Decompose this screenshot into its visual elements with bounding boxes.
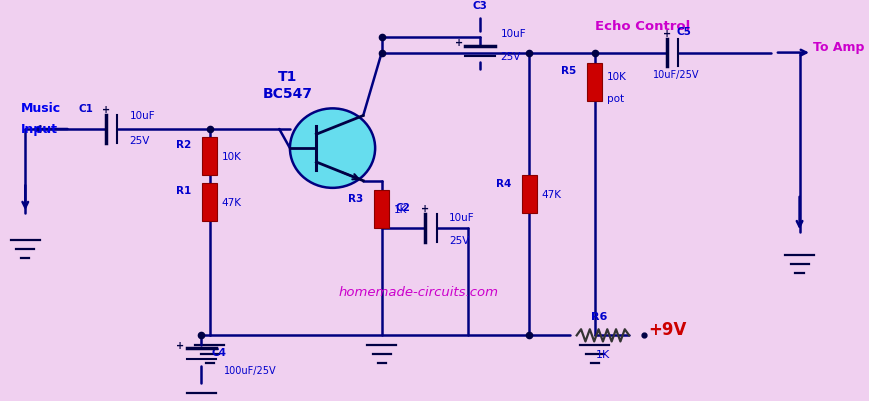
Text: R1: R1 [176, 186, 191, 196]
Text: 1K: 1K [595, 350, 609, 360]
Bar [202, 183, 216, 221]
Text: pot: pot [607, 94, 623, 104]
Text: Input: Input [21, 122, 58, 136]
Text: C5: C5 [676, 27, 691, 37]
Text: C2: C2 [395, 202, 410, 212]
Text: C3: C3 [472, 1, 487, 11]
Text: 10uF: 10uF [448, 212, 474, 222]
Text: R4: R4 [495, 178, 511, 188]
Text: +: + [454, 38, 462, 48]
Text: 10uF: 10uF [129, 111, 155, 121]
Text: 10K: 10K [222, 151, 242, 161]
Text: 25V: 25V [500, 52, 521, 62]
Text: 10uF: 10uF [500, 29, 526, 39]
Text: Music: Music [21, 102, 61, 115]
Text: +: + [102, 105, 109, 115]
Bar [587, 63, 601, 101]
Text: +: + [176, 340, 184, 350]
Text: R5: R5 [561, 66, 576, 76]
Text: 10K: 10K [607, 71, 627, 81]
Text: 25V: 25V [129, 136, 149, 146]
Text: 100uF/25V: 100uF/25V [224, 365, 276, 375]
Text: C1: C1 [78, 103, 93, 113]
Text: R3: R3 [348, 193, 363, 203]
Bar [521, 175, 536, 214]
Text: 1K: 1K [394, 205, 407, 215]
Text: 10uF/25V: 10uF/25V [653, 70, 699, 80]
Bar [202, 137, 216, 175]
Text: T1: T1 [277, 69, 297, 83]
Text: R6: R6 [590, 312, 607, 322]
Text: To Amp: To Amp [813, 41, 864, 54]
Text: C4: C4 [211, 347, 226, 357]
Text: BC547: BC547 [262, 87, 312, 101]
Circle shape [289, 109, 375, 188]
Text: 47K: 47K [222, 197, 242, 207]
Text: R2: R2 [176, 140, 191, 150]
Text: 47K: 47K [541, 190, 561, 199]
Text: +: + [421, 204, 428, 214]
Bar [374, 190, 388, 229]
Text: 25V: 25V [448, 235, 468, 245]
Text: +: + [662, 28, 670, 38]
Text: Echo Control: Echo Control [594, 20, 689, 33]
Text: homemade-circuits.com: homemade-circuits.com [338, 286, 498, 298]
Text: +9V: +9V [647, 320, 686, 338]
